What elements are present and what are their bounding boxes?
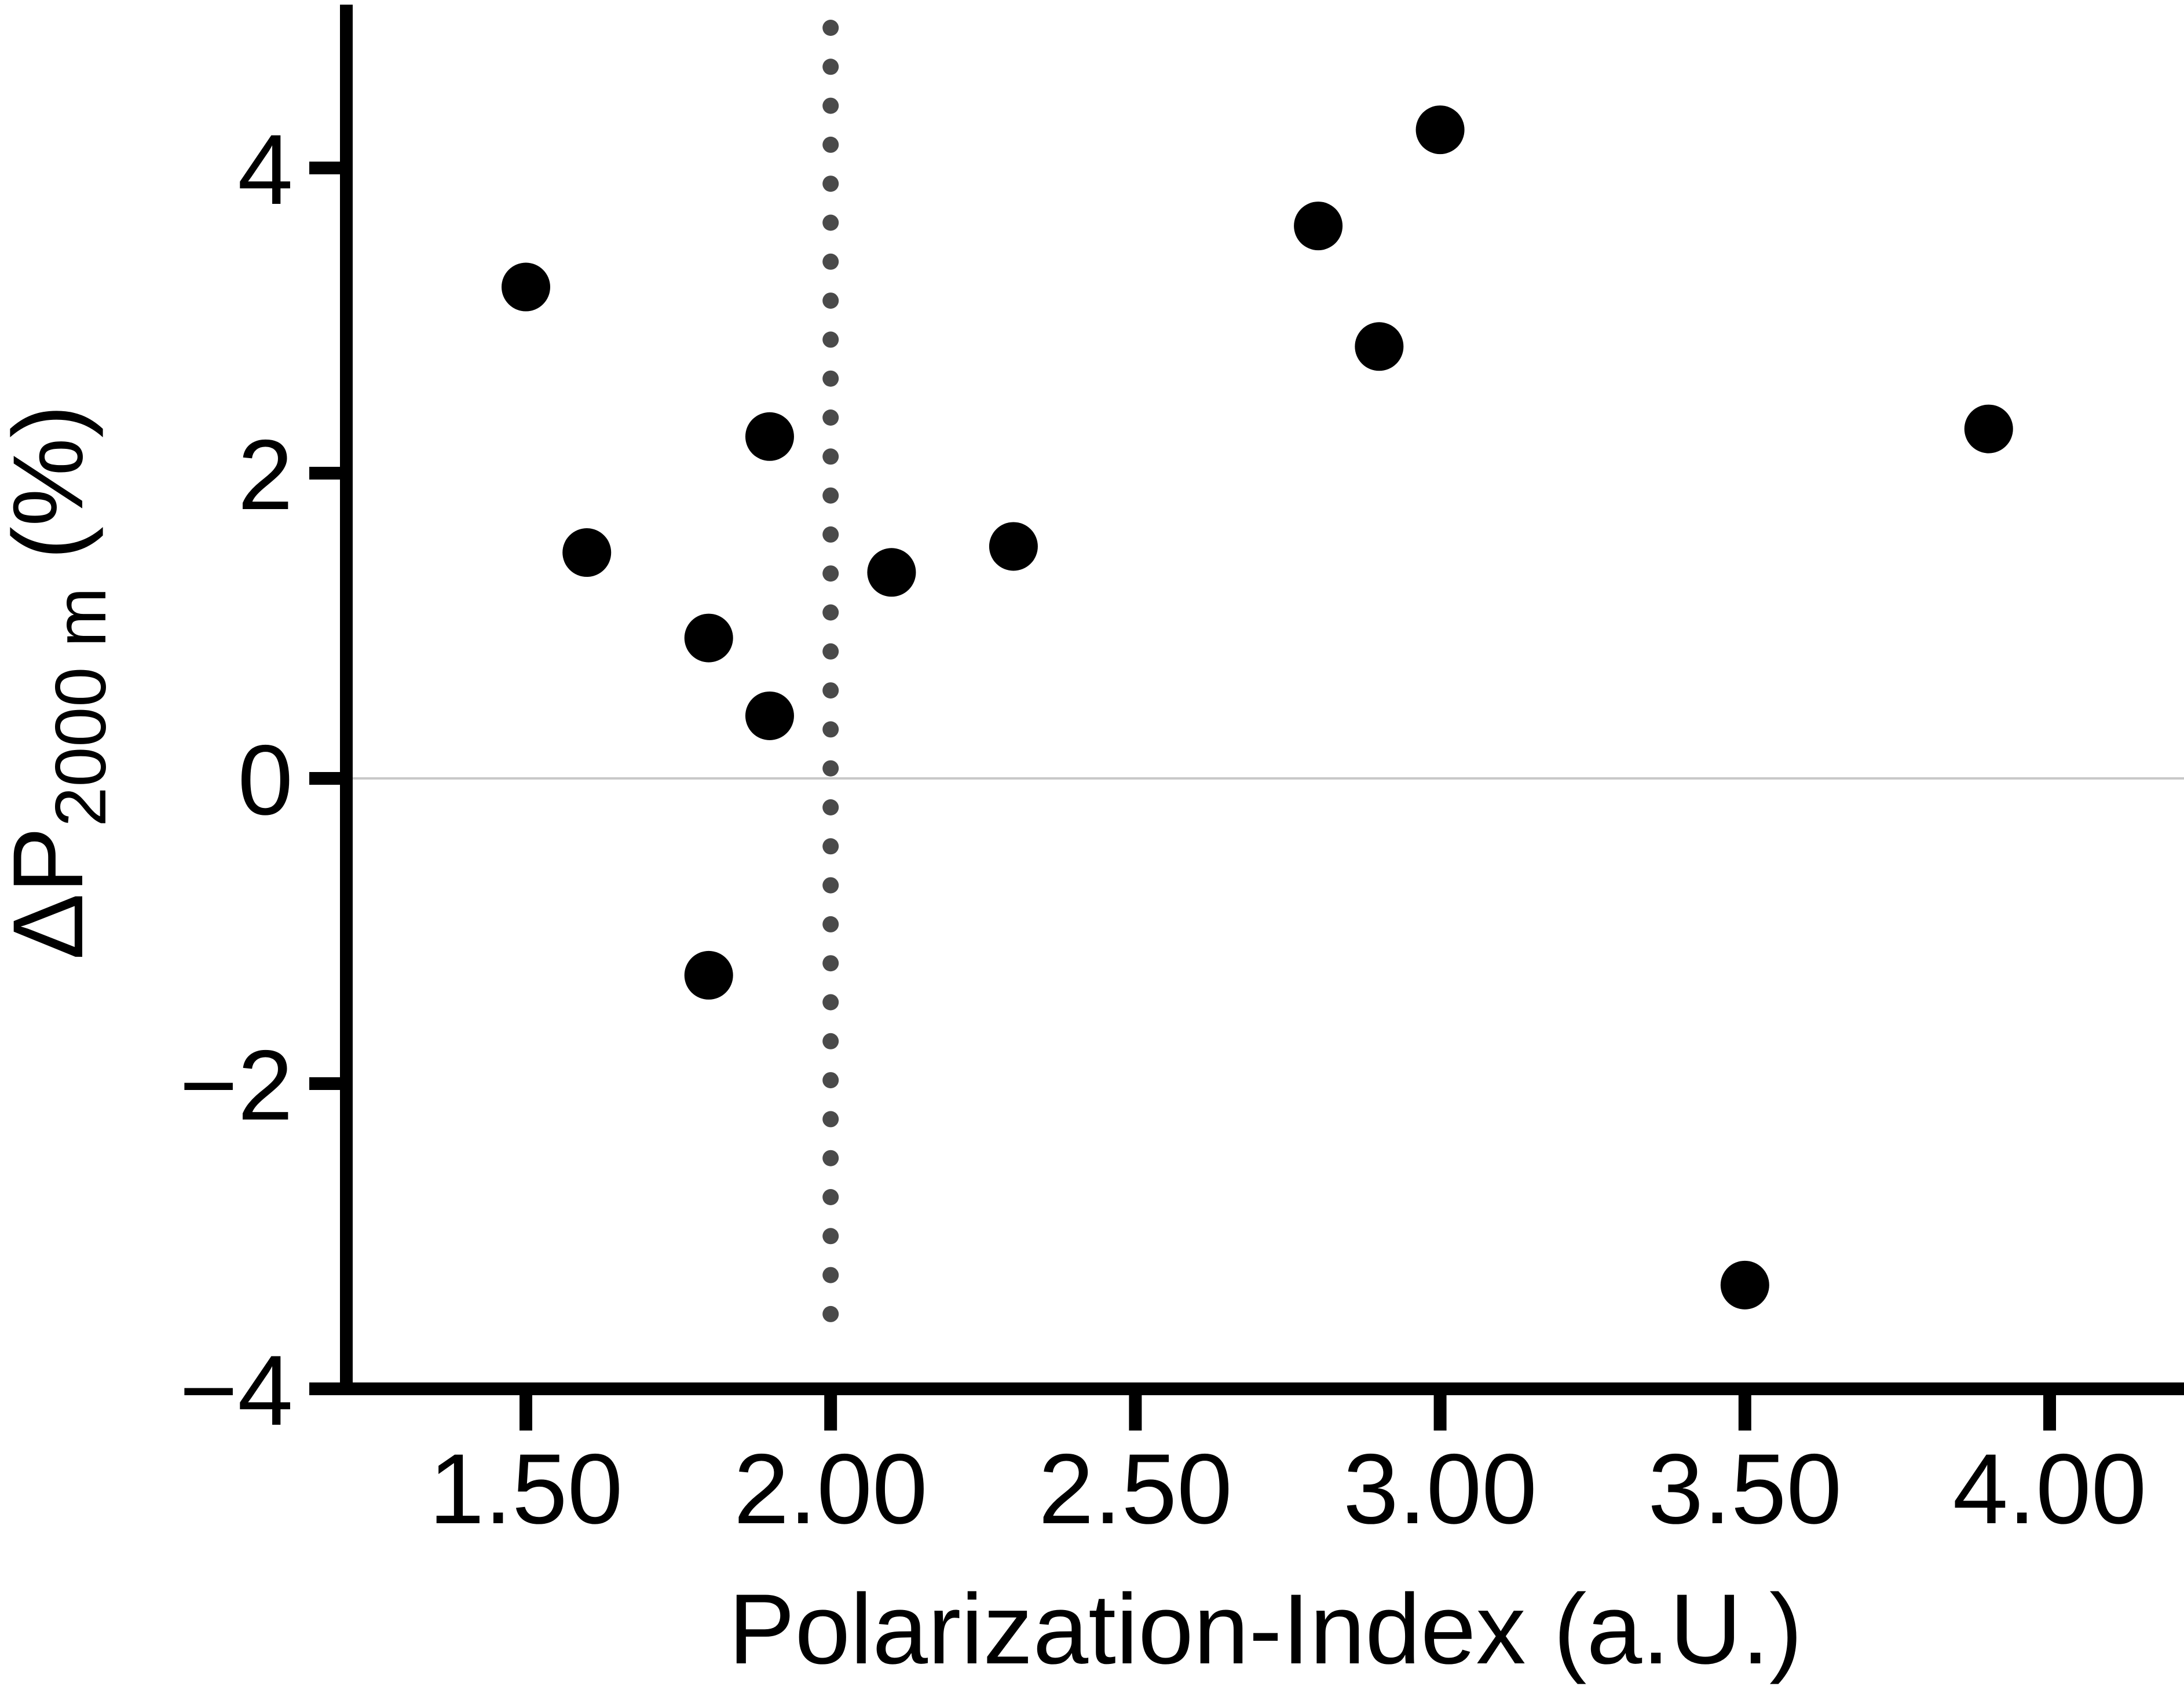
y-ticks: −4 −2 0 2 4 [180,114,346,1446]
x-axis-title: Polarization-Index (a.U.) [729,1574,1803,1685]
reference-lines [353,20,2184,1360]
data-point [867,548,916,597]
data-point [1355,322,1404,371]
y-tick-label: −4 [180,1335,293,1446]
x-ticks: 1.50 2.00 2.50 3.00 3.50 4.00 [429,1389,2147,1545]
y-tick-label: −2 [180,1030,293,1141]
axes [340,5,2184,1395]
data-point [684,613,733,663]
y-axis-title-suffix: (%) [0,405,104,587]
x-tick-label: 3.50 [1648,1433,1842,1545]
data-point [562,528,612,577]
y-tick-label: 4 [237,114,293,225]
data-point [1415,105,1465,155]
data-point [989,522,1038,571]
data-point [1964,404,2013,453]
data-point [745,412,794,461]
y-tick-label: 0 [237,725,293,836]
y-tick-label: 2 [237,419,293,531]
x-tick-label: 2.00 [734,1433,928,1545]
x-tick-label: 2.50 [1038,1433,1232,1545]
data-point [1720,1260,1769,1309]
x-tick-label: 4.00 [1953,1433,2147,1545]
data-point [745,691,794,740]
y-axis-title-subscript: 2000 m [41,587,121,827]
data-point [502,262,550,312]
x-tick-label: 1.50 [429,1433,623,1545]
y-axis-title-prefix: ΔP [0,827,104,960]
data-point [1294,202,1343,251]
x-tick-label: 3.00 [1343,1433,1537,1545]
y-axis-title: ΔP2000 m (%) [0,405,121,960]
data-point [684,950,733,1000]
data-points [502,105,2013,1309]
